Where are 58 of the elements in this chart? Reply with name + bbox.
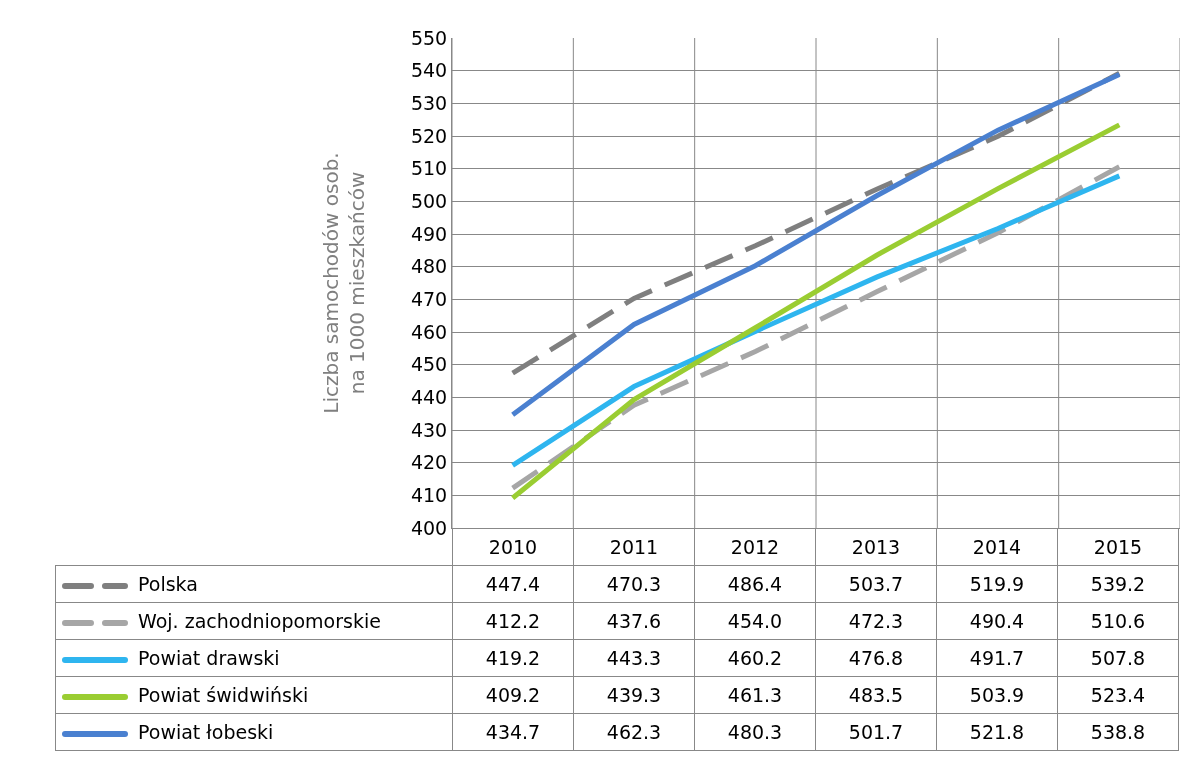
y-tick-label: 510 — [410, 157, 448, 180]
data-label: 539.2 — [1057, 565, 1179, 603]
y-tick-label: 450 — [410, 353, 448, 376]
data-label: 501.7 — [815, 713, 937, 751]
y-tick-label: 520 — [410, 124, 448, 147]
x-tick-label: 2010 — [452, 528, 574, 566]
data-label: 443.3 — [573, 639, 695, 677]
y-tick-label: 420 — [410, 451, 448, 474]
legend-label: Woj. zachodniopomorskie — [138, 610, 381, 632]
y-tick-label: 400 — [410, 516, 448, 539]
data-label: 503.9 — [936, 676, 1058, 714]
data-label: 434.7 — [452, 713, 574, 751]
data-label: 476.8 — [815, 639, 937, 677]
y-tick-label: 430 — [410, 418, 448, 441]
data-label: 490.4 — [936, 602, 1058, 640]
data-label: 472.3 — [815, 602, 937, 640]
y-tick-label: 500 — [410, 189, 448, 212]
legend-label: Polska — [138, 573, 198, 595]
y-axis-title: Liczba samochodów osob. na 1000 mieszkańców — [319, 152, 370, 414]
data-label: 454.0 — [694, 602, 816, 640]
x-tick-label: 2012 — [694, 528, 816, 566]
y-tick-label: 480 — [410, 255, 448, 278]
y-tick-label: 540 — [410, 59, 448, 82]
data-label: 419.2 — [452, 639, 574, 677]
data-label: 491.7 — [936, 639, 1058, 677]
data-label: 507.8 — [1057, 639, 1179, 677]
y-tick-label: 460 — [410, 320, 448, 343]
legend-label: Powiat łobeski — [138, 721, 274, 743]
x-tick-label: 2014 — [936, 528, 1058, 566]
y-tick-label: 410 — [410, 483, 448, 506]
y-tick-label: 490 — [410, 222, 448, 245]
data-label: 409.2 — [452, 676, 574, 714]
legend-label: Powiat drawski — [138, 647, 280, 669]
legend-label: Powiat świdwiński — [138, 684, 309, 706]
data-label: 503.7 — [815, 565, 937, 603]
data-label: 483.5 — [815, 676, 937, 714]
data-label: 521.8 — [936, 713, 1058, 751]
data-label: 470.3 — [573, 565, 695, 603]
x-tick-label: 2015 — [1057, 528, 1179, 566]
data-label: 461.3 — [694, 676, 816, 714]
data-label: 412.2 — [452, 602, 574, 640]
data-label: 486.4 — [694, 565, 816, 603]
data-label: 510.6 — [1057, 602, 1179, 640]
data-label: 480.3 — [694, 713, 816, 751]
data-label: 519.9 — [936, 565, 1058, 603]
data-label: 437.6 — [573, 602, 695, 640]
y-tick-label: 550 — [410, 26, 448, 49]
data-label: 523.4 — [1057, 676, 1179, 714]
y-tick-label: 440 — [410, 385, 448, 408]
x-tick-label: 2011 — [573, 528, 695, 566]
y-tick-label: 470 — [410, 287, 448, 310]
x-tick-label: 2013 — [815, 528, 937, 566]
data-label: 447.4 — [452, 565, 574, 603]
data-label: 439.3 — [573, 676, 695, 714]
y-tick-label: 530 — [410, 91, 448, 114]
data-label: 462.3 — [573, 713, 695, 751]
data-label: 460.2 — [694, 639, 816, 677]
data-label: 538.8 — [1057, 713, 1179, 751]
